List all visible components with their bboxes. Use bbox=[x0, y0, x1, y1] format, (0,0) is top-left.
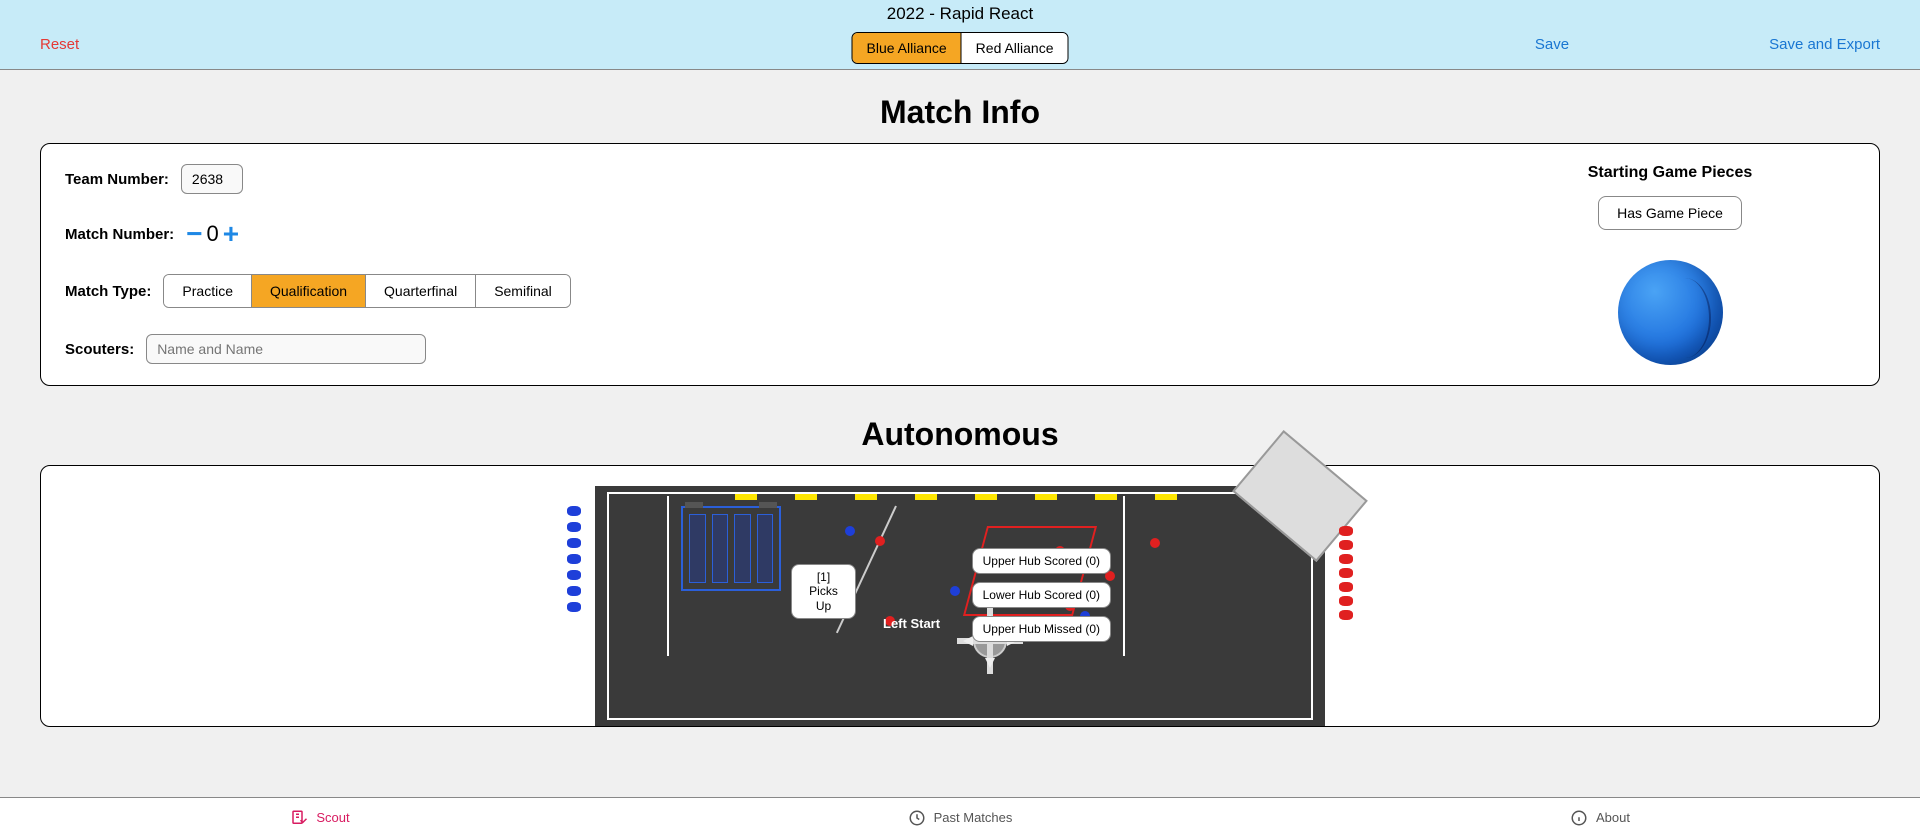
team-number-input[interactable] bbox=[181, 164, 243, 194]
match-type-semifinal[interactable]: Semifinal bbox=[476, 275, 570, 307]
nav-past-label: Past Matches bbox=[934, 810, 1013, 825]
clock-icon bbox=[908, 809, 926, 827]
red-alliance-button[interactable]: Red Alliance bbox=[962, 33, 1068, 63]
scouters-input[interactable] bbox=[146, 334, 426, 364]
team-number-label: Team Number: bbox=[65, 171, 169, 188]
main-scroll[interactable]: Match Info Team Number: Match Number: − … bbox=[0, 70, 1920, 797]
scouters-label: Scouters: bbox=[65, 341, 134, 358]
match-type-qualification[interactable]: Qualification bbox=[252, 275, 366, 307]
top-bar: 2022 - Rapid React Reset Blue Alliance R… bbox=[0, 0, 1920, 70]
upper-hub-missed-button[interactable]: Upper Hub Missed (0) bbox=[972, 616, 1111, 642]
bottom-nav: Scout Past Matches About bbox=[0, 797, 1920, 837]
save-link[interactable]: Save bbox=[1535, 36, 1569, 53]
match-info-panel: Team Number: Match Number: − 0 + Match T… bbox=[40, 143, 1880, 386]
autonomous-panel: [1] Picks Up Left Start Upper Hub Scored… bbox=[40, 465, 1880, 727]
yellow-marker bbox=[1035, 494, 1057, 500]
match-type-label: Match Type: bbox=[65, 283, 151, 300]
field-line bbox=[1123, 496, 1125, 656]
scout-icon bbox=[290, 809, 308, 827]
match-type-practice[interactable]: Practice bbox=[164, 275, 252, 307]
upper-hub-scored-button[interactable]: Upper Hub Scored (0) bbox=[972, 548, 1111, 574]
yellow-marker bbox=[1095, 494, 1117, 500]
yellow-marker bbox=[795, 494, 817, 500]
reset-link[interactable]: Reset bbox=[40, 36, 79, 53]
picks-up-button[interactable]: [1] Picks Up bbox=[791, 564, 856, 619]
starting-pieces-title: Starting Game Pieces bbox=[1485, 164, 1855, 182]
nav-about-label: About bbox=[1596, 810, 1630, 825]
red-cargo-stack bbox=[1339, 526, 1353, 620]
game-piece-ball-icon bbox=[1618, 260, 1723, 365]
save-export-link[interactable]: Save and Export bbox=[1769, 36, 1880, 53]
match-number-plus[interactable]: + bbox=[223, 220, 239, 248]
nav-scout-label: Scout bbox=[316, 810, 349, 825]
match-info-title: Match Info bbox=[0, 94, 1920, 131]
app-title: 2022 - Rapid React bbox=[887, 4, 1033, 24]
info-icon bbox=[1570, 809, 1588, 827]
blue-cargo-dot bbox=[950, 586, 960, 596]
nav-about[interactable]: About bbox=[1280, 809, 1920, 827]
match-number-stepper: − 0 + bbox=[186, 220, 239, 248]
alliance-toggle: Blue Alliance Red Alliance bbox=[852, 32, 1069, 64]
red-cargo-dot bbox=[1150, 538, 1160, 548]
match-number-label: Match Number: bbox=[65, 226, 174, 243]
blue-alliance-button[interactable]: Blue Alliance bbox=[853, 33, 962, 63]
red-cargo-dot bbox=[875, 536, 885, 546]
blue-cargo-stack bbox=[567, 506, 581, 612]
nav-past-matches[interactable]: Past Matches bbox=[640, 809, 1280, 827]
blue-cargo-dot bbox=[845, 526, 855, 536]
field-diagram[interactable]: [1] Picks Up Left Start Upper Hub Scored… bbox=[595, 486, 1325, 726]
yellow-marker bbox=[1155, 494, 1177, 500]
yellow-marker bbox=[975, 494, 997, 500]
blue-tarmac bbox=[681, 506, 781, 591]
match-type-toggle: Practice Qualification Quarterfinal Semi… bbox=[163, 274, 570, 308]
yellow-marker bbox=[855, 494, 877, 500]
match-number-minus[interactable]: − bbox=[186, 220, 202, 248]
field-line bbox=[667, 496, 669, 656]
left-start-label: Left Start bbox=[883, 616, 940, 631]
has-game-piece-button[interactable]: Has Game Piece bbox=[1598, 196, 1742, 230]
lower-hub-scored-button[interactable]: Lower Hub Scored (0) bbox=[972, 582, 1111, 608]
match-type-quarterfinal[interactable]: Quarterfinal bbox=[366, 275, 476, 307]
nav-scout[interactable]: Scout bbox=[0, 809, 640, 827]
yellow-marker bbox=[915, 494, 937, 500]
yellow-marker bbox=[735, 494, 757, 500]
autonomous-title: Autonomous bbox=[0, 416, 1920, 453]
match-number-value: 0 bbox=[207, 221, 219, 247]
